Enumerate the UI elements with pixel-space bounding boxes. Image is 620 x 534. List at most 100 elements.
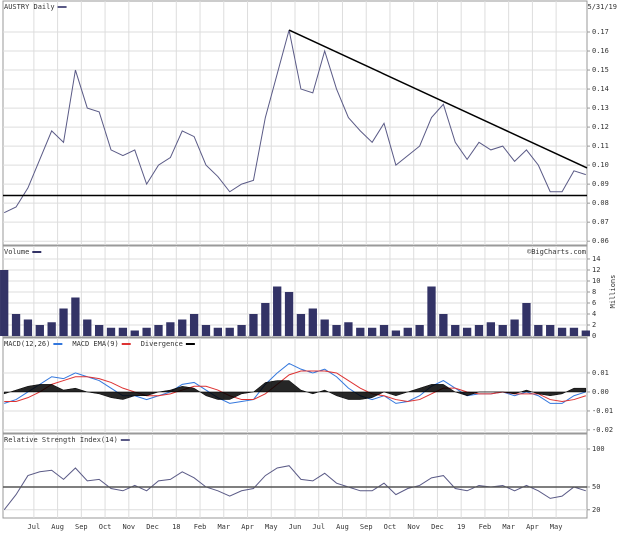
x-tick-label: Feb (479, 523, 492, 531)
y-tick-label: 8 (592, 288, 596, 296)
y-tick-label: 0.08 (592, 199, 609, 207)
y-tick-label: 0.09 (592, 180, 609, 188)
x-tick-label: 18 (172, 523, 180, 531)
y-tick-label: 14 (592, 255, 600, 263)
volume-bar (391, 330, 401, 337)
volume-bar (130, 330, 139, 337)
x-tick-label: Apr (526, 523, 539, 531)
volume-bar (415, 325, 424, 337)
legend-label: MACD(12,26) (4, 340, 50, 348)
volume-bar (237, 325, 246, 337)
x-tick-label: Aug (336, 523, 349, 531)
legend-label: Relative Strength Index(14) (4, 436, 118, 444)
x-tick-label: Feb (194, 523, 207, 531)
x-tick-label: Oct (99, 523, 112, 531)
x-tick-label: May (550, 523, 563, 531)
y-tick-label: 0.01 (592, 369, 609, 377)
volume-bar (462, 327, 472, 337)
volume-bar (284, 291, 294, 337)
legend-label: AUSTRY Daily (4, 3, 55, 11)
y-tick-label: 0.16 (592, 47, 609, 55)
volume-bar (344, 322, 353, 337)
x-tick-label: Mar (217, 523, 230, 531)
volume-bar (213, 327, 222, 337)
volume-bar (427, 286, 436, 337)
y-tick-label: 10 (592, 277, 600, 285)
volume-bar (261, 302, 270, 337)
y-tick-label: 4 (592, 310, 596, 318)
y-tick-label: 0.11 (592, 142, 609, 150)
volume-bar (35, 325, 44, 337)
volume-bar (59, 308, 68, 337)
volume-bar (71, 297, 80, 337)
y-tick-label: 0.06 (592, 237, 609, 245)
volume-bar (225, 327, 234, 337)
volume-bar (474, 325, 484, 337)
x-tick-label: Aug (51, 523, 64, 531)
series-line (4, 370, 586, 402)
y-tick-label: 0.14 (592, 85, 609, 93)
y-tick-label: 0.12 (592, 123, 609, 131)
y-tick-label: -0.01 (592, 407, 613, 415)
y-tick-label: 0.10 (592, 161, 609, 169)
volume-bar (189, 314, 199, 337)
y-tick-label: 12 (592, 266, 600, 274)
volume-bar (510, 319, 519, 337)
volume-bar (118, 327, 128, 337)
volume-bar (332, 325, 341, 337)
volume-bar (368, 327, 377, 337)
volume-bar (178, 319, 187, 337)
x-tick-label: Sep (75, 523, 88, 531)
volume-bar (356, 327, 365, 337)
x-tick-label: 19 (457, 523, 465, 531)
volume-bar (569, 327, 579, 337)
y-tick-label: -0.02 (592, 426, 613, 434)
x-tick-label: Nov (407, 523, 420, 531)
legend-label: Divergence (141, 340, 183, 348)
x-tick-label: Apr (241, 523, 254, 531)
volume-bar (83, 319, 92, 337)
volume-bar (498, 325, 507, 337)
x-tick-label: Sep (360, 523, 373, 531)
y-tick-label: 0.00 (592, 388, 609, 396)
volume-bar (486, 322, 496, 337)
volume-bar (23, 319, 33, 337)
y-tick-label: 50 (592, 483, 600, 491)
x-tick-label: Dec (431, 523, 444, 531)
y-tick-label: 2 (592, 321, 596, 329)
volume-bar (451, 325, 460, 337)
credit: ©BigCharts.com (527, 248, 586, 256)
y-tick-label: 100 (592, 445, 605, 453)
volume-bar (201, 325, 211, 337)
x-tick-label: Mar (502, 523, 515, 531)
y-tick-label: 0 (592, 332, 596, 340)
volume-bar (320, 319, 329, 337)
volume-bar (94, 325, 104, 337)
x-tick-label: Jun (289, 523, 302, 531)
volume-bar (403, 327, 412, 337)
volume-bar (534, 325, 543, 337)
trend-line (288, 29, 588, 169)
legend-label: MACD EMA(9) (72, 340, 118, 348)
volume-bar (47, 322, 56, 337)
volume-bar (0, 269, 9, 337)
volume-bar (106, 327, 116, 337)
volume-bar (522, 302, 531, 337)
volume-bar (557, 327, 567, 337)
y-tick-label: 0.13 (592, 104, 609, 112)
y-tick-label: 20 (592, 506, 600, 514)
x-tick-label: Jul (312, 523, 325, 531)
volume-bar (166, 322, 175, 337)
divergence-area (3, 380, 587, 400)
legend-label: Volume (4, 248, 29, 256)
volume-bar (308, 308, 317, 337)
chart-date: 5/31/19 (587, 3, 617, 11)
volume-bar (296, 314, 306, 337)
volume-bar (142, 327, 151, 337)
y-tick-label: 0.15 (592, 66, 609, 74)
volume-bar (249, 314, 258, 337)
x-tick-label: Jul (28, 523, 41, 531)
y-tick-label: 6 (592, 299, 596, 307)
series-line (3, 29, 586, 214)
